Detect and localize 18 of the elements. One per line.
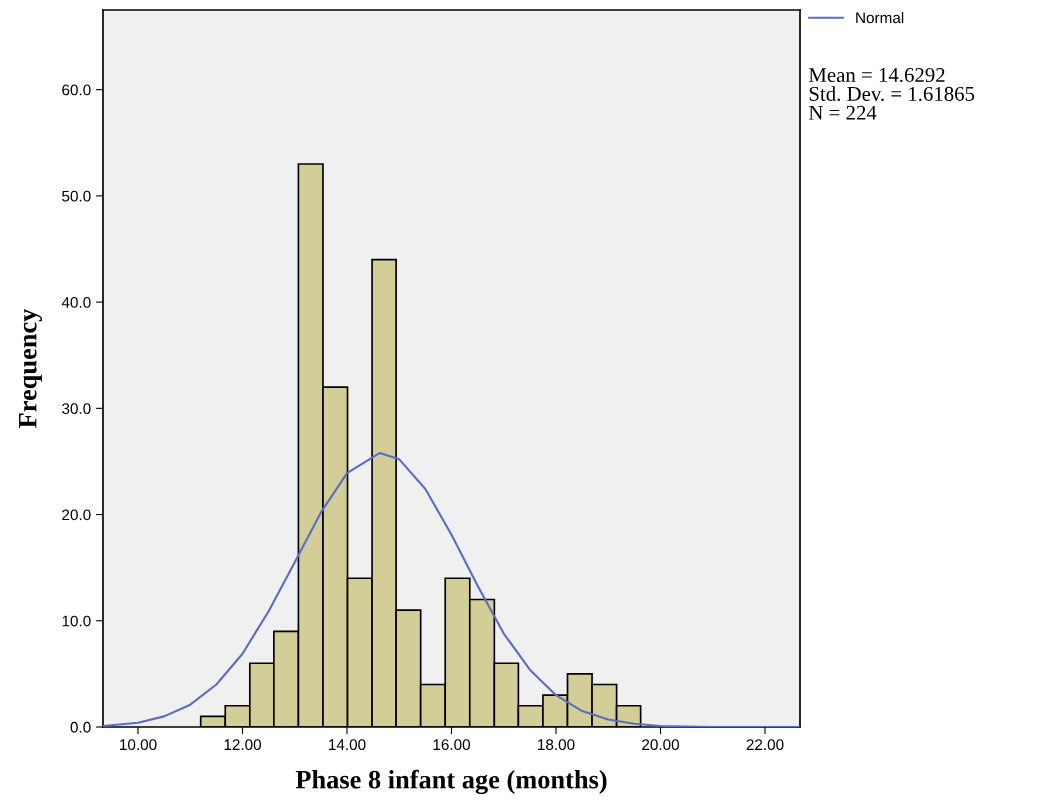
y-tick-label: 10.0 — [62, 615, 91, 627]
x-tick-label: 20.00 — [642, 739, 680, 751]
y-tick-label: 40.0 — [61, 296, 91, 308]
y-tick-label: 60.0 — [62, 84, 91, 96]
x-tick-label: 10.00 — [120, 739, 157, 751]
y-tick-label: 0.0 — [70, 721, 91, 733]
y-tick-label: 50.0 — [62, 190, 91, 202]
x-axis-title: Phase 8 infant age (months) — [295, 769, 607, 795]
x-tick-label: 18.00 — [538, 739, 575, 751]
x-tick-label: 16.00 — [433, 739, 471, 751]
x-tick-label: 12.00 — [224, 739, 262, 751]
y-axis-title: Frequency — [19, 308, 43, 428]
x-tick-label: 22.00 — [746, 739, 784, 751]
x-tick-label: 14.00 — [329, 739, 366, 751]
y-tick-label: 30.0 — [62, 403, 91, 415]
text: Mean = 14.6292 Std. Dev. = 1.61865 N = 224 — [808, 68, 975, 120]
legend-label: Normal — [856, 12, 904, 24]
y-tick-label: 20.0 — [62, 509, 91, 521]
